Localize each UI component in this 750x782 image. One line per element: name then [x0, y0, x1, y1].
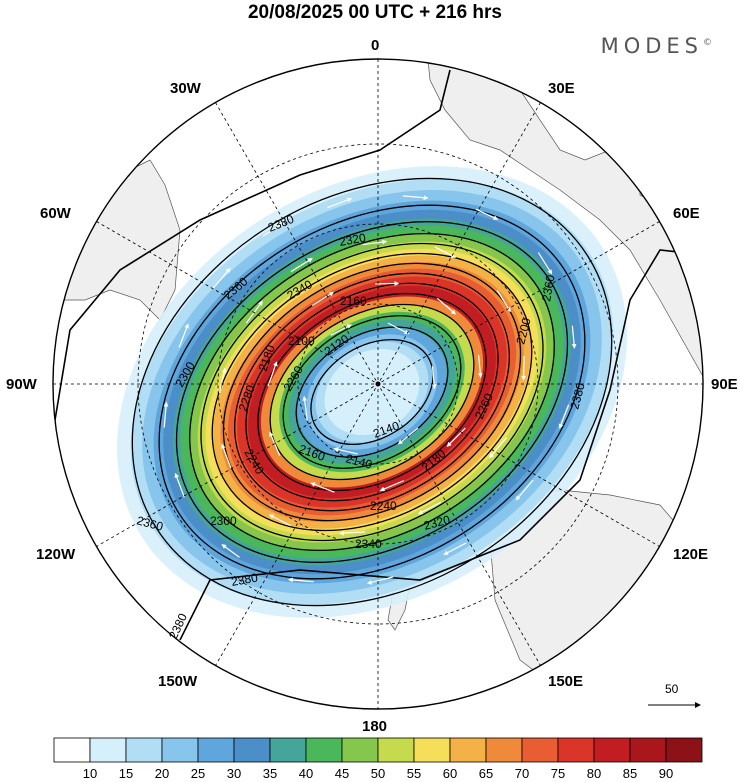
contour-label: 2380 — [567, 381, 588, 411]
map-title: 20/08/2025 00 UTC + 216 hrs — [247, 2, 503, 23]
lon-label-180: 180 — [362, 718, 388, 735]
colorbar-label: 40 — [298, 766, 314, 781]
contour-label: 2380 — [230, 570, 259, 588]
lon-label-120w: 120W — [36, 546, 76, 563]
colorbar-swatch — [521, 737, 559, 763]
contour-2380-west — [54, 69, 451, 421]
lon-label-90w: 90W — [6, 376, 37, 393]
colorbar-swatch — [485, 737, 523, 763]
colorbar-label: 65 — [478, 766, 494, 781]
contour-label: 2200 — [513, 316, 534, 346]
contour-label: 2100 — [288, 334, 315, 348]
contour-label: 2240 — [370, 499, 397, 513]
colorbar-swatch — [269, 737, 307, 763]
colorbar-label: 55 — [406, 766, 422, 781]
lon-label-120e: 120E — [673, 546, 709, 563]
colorbar-swatch — [233, 737, 271, 763]
brand-name: MODES — [600, 34, 703, 58]
contour-2380-east — [179, 249, 703, 641]
south-pole-dot — [375, 381, 381, 387]
colorbar-label: 70 — [514, 766, 530, 781]
contour-label: 2340 — [355, 537, 382, 551]
colorbar-swatch — [305, 737, 343, 763]
colorbar-label: 45 — [334, 766, 350, 781]
colorbar-label: 15 — [118, 766, 134, 781]
colorbar-label: 75 — [550, 766, 566, 781]
colorbar-swatch — [53, 737, 91, 763]
contour-label: 2360 — [539, 273, 557, 302]
contour-label: 2320 — [338, 230, 367, 248]
lon-label-30w: 30W — [170, 80, 201, 97]
colorbar-swatch — [197, 737, 235, 763]
contour-label: 2140 — [344, 451, 374, 472]
colorbar-label: 25 — [190, 766, 206, 781]
contour-label: 2320 — [422, 512, 452, 533]
colorbar-swatch — [629, 737, 667, 763]
contour-label: 2360 — [135, 513, 165, 534]
colorbar — [53, 737, 703, 763]
lon-label-150w: 150W — [158, 673, 198, 690]
colorbar-swatch — [449, 737, 487, 763]
colorbar-swatch — [665, 737, 703, 763]
lon-label-30e: 30E — [548, 80, 575, 97]
colorbar-swatch — [593, 737, 631, 763]
map-border — [52, 58, 704, 710]
lon-label-60e: 60E — [673, 205, 700, 222]
colorbar-swatch — [89, 737, 127, 763]
brand-mark: © — [703, 38, 712, 48]
colorbar-label: 90 — [658, 766, 674, 781]
wind-vectors — [163, 195, 577, 585]
colorbar-swatch — [161, 737, 199, 763]
colorbar-label: 20 — [154, 766, 170, 781]
lon-label-90e: 90E — [711, 376, 738, 393]
colorbar-label: 35 — [262, 766, 278, 781]
colorbar-label: 50 — [370, 766, 386, 781]
contour-label: 2300 — [210, 514, 237, 528]
lon-label-0: 0 — [371, 37, 380, 54]
colorbar-swatch — [377, 737, 415, 763]
colorbar-label: 10 — [82, 766, 98, 781]
brand-logo: MODES© — [601, 34, 712, 58]
colorbar-swatch — [413, 737, 451, 763]
lon-label-60w: 60W — [40, 205, 71, 222]
colorbar-label: 60 — [442, 766, 458, 781]
colorbar-label: 30 — [226, 766, 242, 781]
land-africa — [427, 59, 703, 385]
colorbar-swatch — [557, 737, 595, 763]
colorbar-label: 85 — [622, 766, 638, 781]
reference-vector-value: 50 — [665, 682, 679, 696]
contour-label: 2160 — [340, 294, 367, 308]
colorbar-swatch — [125, 737, 163, 763]
lon-label-150e: 150E — [548, 673, 584, 690]
colorbar-swatch — [341, 737, 379, 763]
land-madagascar — [639, 174, 656, 201]
colorbar-label: 80 — [586, 766, 602, 781]
